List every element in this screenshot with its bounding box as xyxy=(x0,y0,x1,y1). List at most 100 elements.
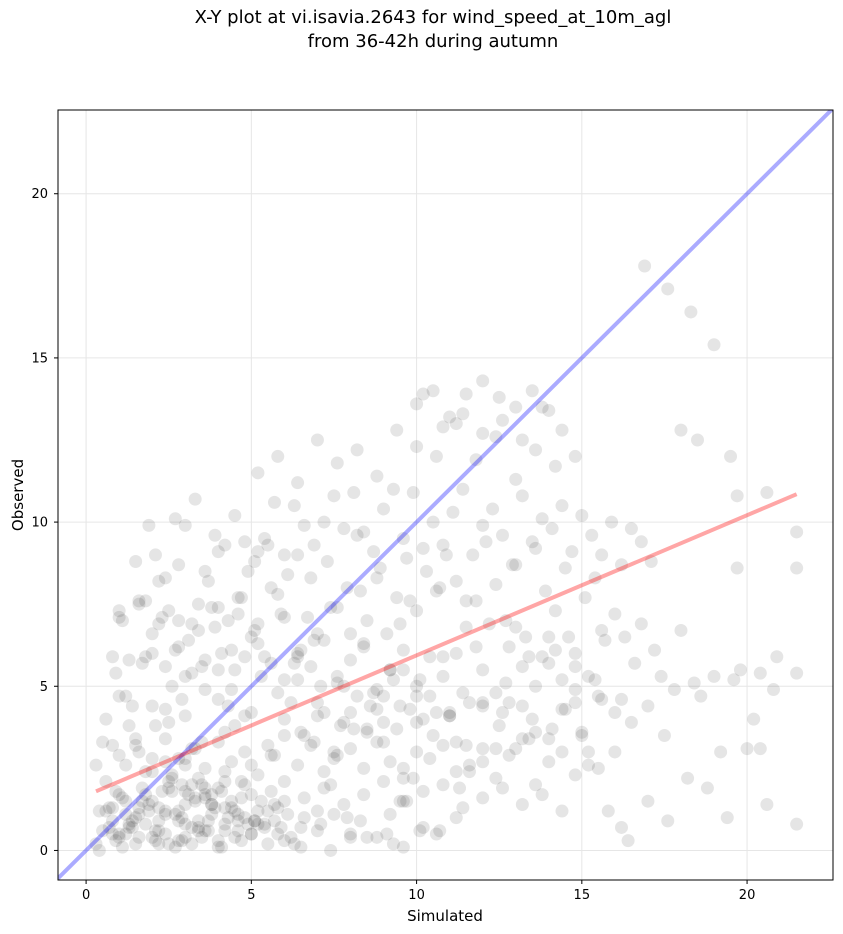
data-point xyxy=(125,814,139,828)
data-point xyxy=(367,686,381,700)
data-point xyxy=(634,617,648,631)
data-point xyxy=(416,541,430,555)
data-point xyxy=(568,646,582,660)
data-point xyxy=(297,729,311,743)
data-point xyxy=(139,788,153,802)
data-point xyxy=(608,607,622,621)
data-point xyxy=(168,643,182,657)
data-point xyxy=(152,617,166,631)
data-point xyxy=(459,738,473,752)
data-point xyxy=(790,817,804,831)
data-point xyxy=(244,758,258,772)
data-point xyxy=(347,486,361,500)
data-point xyxy=(271,827,285,841)
data-point xyxy=(198,824,212,838)
data-point xyxy=(314,817,328,831)
data-point xyxy=(238,650,252,664)
data-point xyxy=(264,581,278,595)
y-tick-label: 15 xyxy=(31,351,48,366)
data-point xyxy=(198,788,212,802)
data-point xyxy=(211,545,225,559)
data-point xyxy=(377,502,391,516)
data-point xyxy=(496,706,510,720)
data-point xyxy=(215,646,229,660)
data-point xyxy=(254,669,268,683)
data-point xyxy=(360,725,374,739)
data-point xyxy=(436,538,450,552)
data-point xyxy=(152,574,166,588)
data-point xyxy=(479,535,493,549)
data-point xyxy=(267,797,281,811)
data-point xyxy=(168,512,182,526)
data-point xyxy=(429,706,443,720)
data-point xyxy=(304,660,318,674)
data-point xyxy=(790,561,804,575)
data-point xyxy=(790,525,804,539)
data-point xyxy=(396,794,410,808)
data-point xyxy=(740,742,754,756)
data-point xyxy=(730,489,744,503)
data-point xyxy=(234,591,248,605)
data-point xyxy=(641,794,655,808)
data-point xyxy=(360,830,374,844)
data-point xyxy=(410,679,424,693)
data-point xyxy=(198,653,212,667)
data-point xyxy=(132,597,146,611)
data-point xyxy=(340,581,354,595)
data-point xyxy=(198,791,212,805)
data-point xyxy=(188,742,202,756)
data-point xyxy=(357,788,371,802)
data-point xyxy=(248,554,262,568)
data-point xyxy=(545,722,559,736)
data-point xyxy=(291,476,305,490)
data-point xyxy=(555,673,569,687)
data-point xyxy=(588,673,602,687)
data-point xyxy=(509,742,523,756)
data-point xyxy=(238,811,252,825)
data-point xyxy=(122,653,136,667)
data-point xyxy=(327,489,341,503)
data-point xyxy=(129,554,143,568)
data-point xyxy=(410,397,424,411)
x-tick-label: 0 xyxy=(82,888,90,903)
data-point xyxy=(251,637,265,651)
data-point xyxy=(608,706,622,720)
data-point xyxy=(251,817,265,831)
data-point xyxy=(178,817,192,831)
data-point xyxy=(462,696,476,710)
data-point xyxy=(429,449,443,463)
data-point xyxy=(248,814,262,828)
data-point xyxy=(377,689,391,703)
data-point xyxy=(225,643,239,657)
data-point xyxy=(558,561,572,575)
data-point xyxy=(476,374,490,388)
data-point xyxy=(244,827,258,841)
data-point xyxy=(218,765,232,779)
x-tick-label: 10 xyxy=(408,888,425,903)
data-point xyxy=(92,804,106,818)
data-point xyxy=(165,784,179,798)
data-point xyxy=(661,282,675,296)
data-point xyxy=(188,791,202,805)
data-point xyxy=(109,666,123,680)
data-point xyxy=(760,797,774,811)
x-tick-label: 20 xyxy=(739,888,756,903)
data-point xyxy=(310,433,324,447)
data-point xyxy=(158,660,172,674)
data-point xyxy=(443,709,457,723)
data-point xyxy=(191,597,205,611)
data-point xyxy=(106,814,120,828)
data-point xyxy=(264,784,278,798)
data-point xyxy=(707,338,721,352)
data-point xyxy=(251,804,265,818)
data-point xyxy=(211,735,225,749)
data-point xyxy=(426,729,440,743)
data-point xyxy=(158,571,172,585)
y-axis-label: Observed xyxy=(9,459,27,531)
data-point xyxy=(274,820,288,834)
data-point xyxy=(383,663,397,677)
data-point xyxy=(115,614,129,628)
data-point xyxy=(720,811,734,825)
data-point xyxy=(654,669,668,683)
